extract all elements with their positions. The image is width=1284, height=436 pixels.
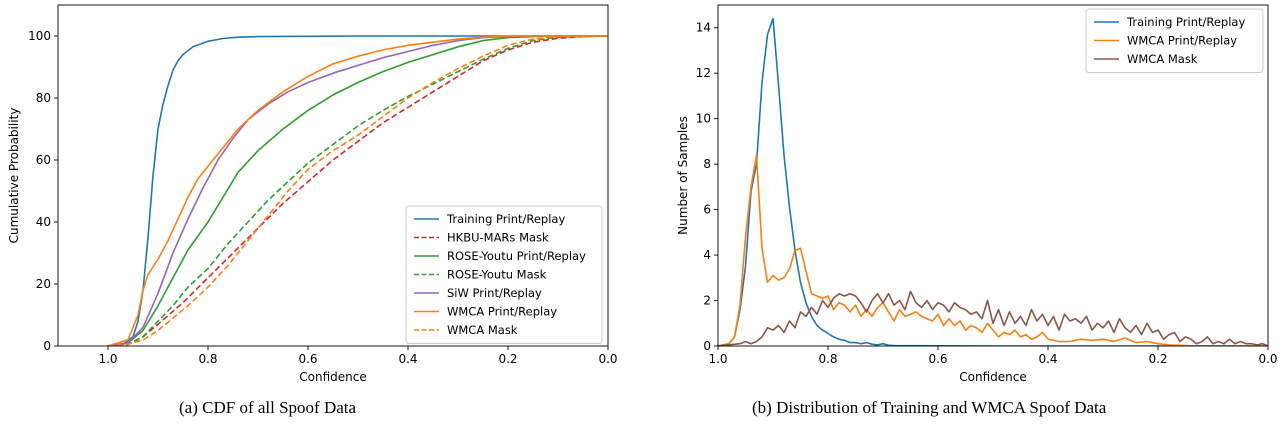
- x-tick-label: 0.6: [928, 352, 947, 366]
- y-tick-label: 4: [703, 248, 711, 262]
- legend-box: [405, 205, 603, 344]
- series-line-6: [107, 35, 608, 346]
- y-axis-label: Cumulative Probability: [7, 108, 21, 244]
- x-tick-label: 0.6: [298, 352, 317, 366]
- legend-label-6: WMCA Mask: [447, 323, 518, 337]
- legend-label-5: WMCA Print/Replay: [447, 305, 557, 319]
- y-tick-label: 12: [696, 66, 711, 80]
- y-tick-label: 6: [703, 203, 711, 217]
- x-tick-label: 1.0: [98, 352, 117, 366]
- x-tick-label: 0.2: [1148, 352, 1167, 366]
- x-tick-label: 0.0: [598, 352, 617, 366]
- series-line-3: [107, 35, 608, 346]
- y-tick-label: 2: [703, 294, 711, 308]
- y-tick-label: 0: [43, 339, 51, 353]
- y-tick-label: 100: [28, 29, 51, 43]
- series-line-5: [107, 35, 608, 346]
- legend-label-1: WMCA Print/Replay: [1127, 34, 1237, 48]
- x-tick-label: 1.0: [708, 352, 727, 366]
- legend-label-0: Training Print/Replay: [1126, 15, 1245, 29]
- y-axis-label: Number of Samples: [676, 116, 690, 235]
- cdf-chart: 1.0 0.8 0.6 0.4 0.2 0.0 0 20 40 60 80 100 Confidence…: [7, 4, 618, 384]
- caption-a: (a) CDF of all Spoof Data: [179, 398, 357, 417]
- legend-label-2: WMCA Mask: [1127, 52, 1198, 66]
- legend: Training Print/Replay HKBU-MARs Mask ROSE-…: [405, 205, 603, 344]
- y-tick-label: 20: [36, 277, 51, 291]
- y-tick-label: 0: [703, 339, 711, 353]
- series-line-0: [718, 17, 1268, 346]
- series-line-2: [107, 35, 608, 346]
- caption-b: (b) Distribution of Training and WMCA Sp…: [752, 398, 1107, 417]
- x-axis-label: Confidence: [959, 370, 1026, 384]
- series-line-2: [718, 290, 1268, 346]
- legend-label-1: HKBU-MARs Mask: [447, 231, 549, 245]
- distribution-chart: 1.0 0.8 0.6 0.4 0.2 0.0 0 2 4 6 8 10 12 14 Confidence N…: [676, 4, 1278, 384]
- x-tick-label: 0.8: [818, 352, 837, 366]
- y-tick-label: 10: [696, 112, 711, 126]
- series-line-1: [718, 154, 1268, 346]
- y-tick-label: 14: [696, 21, 711, 35]
- legend-label-2: ROSE-Youtu Print/Replay: [447, 249, 586, 263]
- plot-frame: [717, 4, 1269, 347]
- legend-label-3: ROSE-Youtu Mask: [447, 268, 547, 282]
- x-tick-label: 0.4: [398, 352, 417, 366]
- series-line-1: [107, 35, 608, 346]
- x-tick-label: 0.0: [1258, 352, 1277, 366]
- y-tick-label: 40: [36, 215, 51, 229]
- legend-box: [1085, 8, 1264, 73]
- legend-label-4: SiW Print/Replay: [447, 286, 542, 300]
- series-line-4: [107, 35, 608, 346]
- plot-frame: [57, 4, 609, 347]
- y-tick-label: 8: [703, 157, 711, 171]
- legend: Training Print/Replay WMCA Print/Replay WM…: [1085, 8, 1264, 73]
- x-tick-label: 0.8: [198, 352, 217, 366]
- x-tick-label: 0.2: [498, 352, 517, 366]
- legend-label-0: Training Print/Replay: [446, 212, 565, 226]
- y-tick-label: 80: [36, 91, 51, 105]
- x-tick-label: 0.4: [1038, 352, 1057, 366]
- y-tick-label: 60: [36, 153, 51, 167]
- x-axis-label: Confidence: [299, 370, 366, 384]
